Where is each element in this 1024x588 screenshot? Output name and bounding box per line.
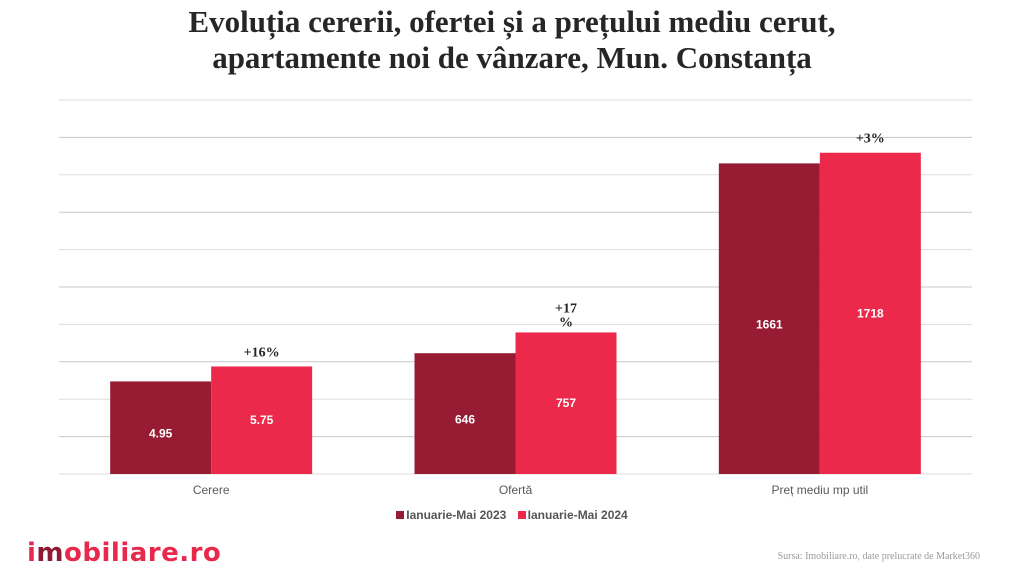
data-label: 5.75 <box>250 413 274 427</box>
bar-0-0 <box>110 381 212 474</box>
data-label: 757 <box>556 396 576 410</box>
legend-label-2024: Ianuarie-Mai 2024 <box>527 508 628 522</box>
x-tick-label: Preț mediu mp util <box>771 483 868 497</box>
logo-house-m-icon: m <box>36 538 65 568</box>
data-label: 4.95 <box>149 427 173 441</box>
bar-1-0 <box>414 353 516 474</box>
legend-swatch-2024 <box>517 511 526 519</box>
annotations: +16% +17% +3% <box>244 132 885 361</box>
bar-1-1 <box>515 332 617 474</box>
bars <box>110 152 921 474</box>
source-note: Sursa: Imobiliare.ro, date prelucrate de… <box>777 551 980 562</box>
legend-label-2023: Ianuarie-Mai 2023 <box>406 508 507 522</box>
bar-2-1 <box>819 152 921 474</box>
change-annotation: % <box>559 315 573 330</box>
bar-0-1 <box>211 366 313 474</box>
x-tick-label: Ofertă <box>499 483 533 497</box>
logo-prefix: i <box>27 538 37 568</box>
data-labels: 4.95 5.75 646 757 1661 1718 <box>149 306 884 440</box>
legend-swatch-2023 <box>396 511 405 519</box>
chart-title: Evoluția cererii, ofertei și a prețului … <box>0 4 1024 76</box>
imobiliare-logo: imobiliare.ro <box>27 538 221 568</box>
chart-title-line-1: Evoluția cererii, ofertei și a prețului … <box>188 4 836 39</box>
logo-suffix: obiliare.ro <box>64 538 222 568</box>
legend-item-2024: Ianuarie-Mai 2024 <box>517 508 628 522</box>
data-label: 1718 <box>857 306 884 320</box>
x-tick-labels: Cerere Ofertă Preț mediu mp util <box>193 483 868 497</box>
bar-2-0 <box>718 163 820 474</box>
chart-title-line-2: apartamente noi de vânzare, Mun. Constan… <box>212 40 812 75</box>
change-annotation: +17 <box>555 301 577 316</box>
x-tick-label: Cerere <box>193 483 230 497</box>
data-label: 1661 <box>756 318 783 332</box>
data-label: 646 <box>455 413 475 427</box>
change-annotation: +3% <box>856 132 885 147</box>
legend: Ianuarie-Mai 2023 Ianuarie-Mai 2024 <box>0 508 1024 522</box>
change-annotation: +16% <box>244 345 280 360</box>
legend-item-2023: Ianuarie-Mai 2023 <box>396 508 506 522</box>
